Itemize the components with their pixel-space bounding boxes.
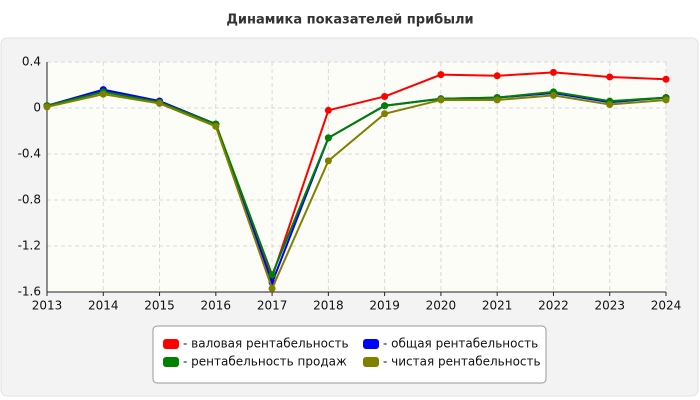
legend-swatch [163, 339, 179, 349]
point [381, 102, 389, 110]
chart-title: Динамика показателей прибыли [226, 13, 473, 28]
legend-swatch [363, 357, 379, 367]
legend-label: - рентабельность продаж [183, 355, 347, 369]
point [268, 271, 276, 279]
point [662, 75, 670, 83]
x-tick-label: 2018 [313, 299, 344, 313]
y-tick-label: -1.2 [18, 239, 41, 253]
x-tick-label: 2023 [594, 299, 625, 313]
y-tick-label: -0.4 [18, 147, 41, 161]
y-tick-label: 0.4 [22, 55, 41, 69]
point [493, 96, 501, 104]
point [268, 285, 276, 293]
point [381, 110, 389, 118]
legend [152, 325, 547, 384]
legend-swatch [163, 357, 179, 367]
y-tick-label: -1.6 [18, 285, 41, 299]
point [324, 134, 332, 142]
point [662, 96, 670, 104]
point [43, 103, 51, 111]
point [437, 96, 445, 104]
x-tick-label: 2017 [257, 299, 288, 313]
y-tick-label: -0.8 [18, 193, 41, 207]
point [606, 73, 614, 81]
legend-label: - чистая рентабельность [383, 355, 541, 369]
series-line [46, 90, 667, 278]
point [324, 106, 332, 114]
legend-label: - валовая рентабельность [183, 337, 349, 351]
point [324, 157, 332, 165]
point [381, 93, 389, 100]
point [156, 99, 164, 107]
point [99, 90, 107, 98]
point [212, 122, 220, 130]
x-tick-label: 2014 [88, 299, 119, 313]
y-tick-label: 0 [33, 101, 41, 115]
x-tick-label: 2016 [201, 299, 232, 313]
x-tick-label: 2021 [482, 299, 513, 313]
x-tick-label: 2024 [651, 299, 682, 313]
x-tick-label: 2015 [144, 299, 175, 313]
legend-swatch [363, 339, 379, 349]
x-tick-label: 2022 [538, 299, 569, 313]
x-tick-label: 2020 [426, 299, 457, 313]
point [493, 72, 501, 80]
point [549, 68, 557, 76]
point [437, 71, 445, 79]
point [549, 91, 557, 99]
point [606, 101, 614, 109]
x-tick-label: 2013 [32, 299, 63, 313]
series-line [46, 93, 667, 292]
x-tick-label: 2019 [369, 299, 400, 313]
legend-label: - общая рентабельность [383, 337, 538, 351]
